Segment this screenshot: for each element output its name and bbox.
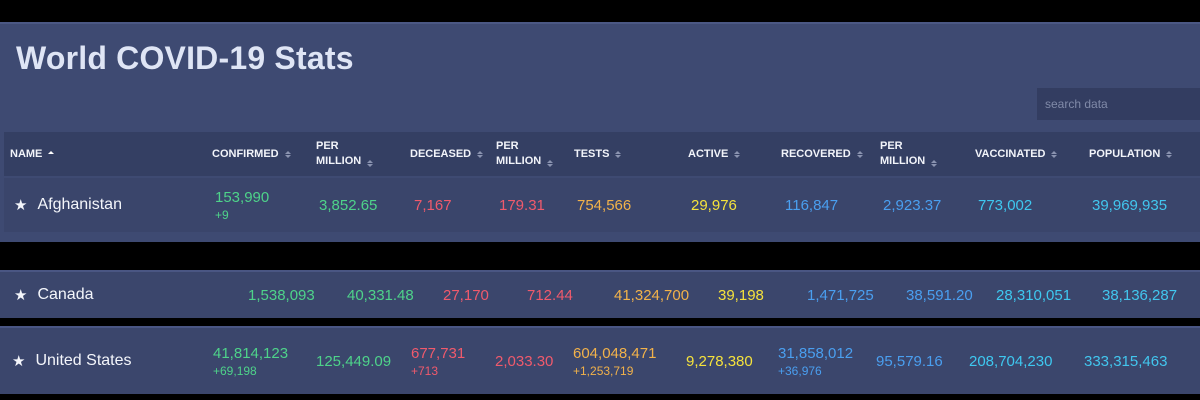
sort-icon (284, 150, 291, 158)
sort-icon (615, 150, 622, 158)
column-header-recovered[interactable]: RECOVERED (781, 132, 863, 176)
confirmed-per-million-cell: 3,852.65 (319, 196, 378, 214)
population-cell: 38,136,287 (1102, 286, 1178, 304)
recovered-per-million-cell: 2,923.37 (883, 196, 942, 214)
sort-icon (547, 160, 554, 167)
tests-delta: +1,253,719 (573, 363, 634, 378)
column-header-tests[interactable]: TESTS (574, 132, 622, 176)
confirmed-cell: 153,990 +9 (215, 188, 270, 222)
column-header-confirmed-per-million[interactable]: PER MILLION (316, 132, 374, 176)
confirmed-delta: +9 (215, 207, 229, 222)
page-title: World COVID-19 Stats (16, 40, 354, 76)
recovered-per-million-cell: 38,591.20 (906, 286, 973, 304)
recovered-cell: 31,858,012 +36,976 (778, 344, 854, 378)
column-header-vaccinated[interactable]: VACCINATED (975, 132, 1058, 176)
population-cell: 39,969,935 (1092, 196, 1168, 214)
confirmed-cell: 1,538,093 (248, 286, 315, 304)
confirmed-cell: 41,814,123 +69,198 (213, 344, 289, 378)
active-cell: 29,976 (691, 196, 737, 214)
sort-icon (477, 150, 484, 158)
column-header-deceased[interactable]: DECEASED (410, 132, 484, 176)
confirmed-per-million-cell: 125,449.09 (316, 352, 392, 370)
deceased-cell: 27,170 (443, 286, 489, 304)
recovered-per-million-cell: 95,579.16 (876, 352, 943, 370)
confirmed-delta: +69,198 (213, 363, 257, 378)
active-cell: 39,198 (718, 286, 764, 304)
column-header-confirmed[interactable]: CONFIRMED (212, 132, 291, 176)
search-input[interactable] (1037, 88, 1200, 120)
column-header-name[interactable]: NAME (10, 132, 55, 176)
vaccinated-cell: 208,704,230 (969, 352, 1053, 370)
confirmed-per-million-cell: 40,331.48 (347, 286, 414, 304)
table-row[interactable]: ★ Afghanistan 153,990 +9 3,852.65 7,167 … (4, 178, 1200, 232)
deceased-per-million-cell: 179.31 (499, 196, 545, 214)
tests-cell: 41,324,700 (614, 286, 690, 304)
recovered-delta: +36,976 (778, 363, 822, 378)
country-name[interactable]: United States (35, 352, 132, 369)
star-icon[interactable]: ★ (14, 197, 28, 214)
deceased-delta: +713 (411, 363, 439, 378)
sort-ascending-icon (48, 150, 55, 158)
country-name-cell: ★ United States (12, 328, 132, 394)
column-header-active[interactable]: ACTIVE (688, 132, 741, 176)
table-row[interactable]: ★ Canada 1,538,093 40,331.48 27,170 712.… (0, 270, 1200, 318)
tests-cell: 754,566 (577, 196, 632, 214)
sort-icon (367, 160, 374, 167)
vaccinated-cell: 28,310,051 (996, 286, 1072, 304)
table-row[interactable]: ★ United States 41,814,123 +69,198 125,4… (0, 326, 1200, 394)
deceased-cell: 677,731 +713 (411, 344, 466, 378)
column-header-recovered-per-million[interactable]: PER MILLION (880, 132, 938, 176)
star-icon[interactable]: ★ (14, 287, 28, 304)
sort-icon (734, 150, 741, 158)
active-cell: 9,278,380 (686, 352, 753, 370)
deceased-per-million-cell: 712.44 (527, 286, 573, 304)
recovered-cell: 116,847 (785, 196, 839, 214)
table-header: NAME CONFIRMED PER MILLION DECEASED PER … (4, 132, 1200, 176)
deceased-cell: 7,167 (414, 196, 452, 214)
column-header-population[interactable]: POPULATION (1089, 132, 1173, 176)
recovered-cell: 1,471,725 (807, 286, 874, 304)
vaccinated-cell: 773,002 (978, 196, 1033, 214)
sort-icon (856, 150, 863, 158)
country-name[interactable]: Afghanistan (37, 196, 122, 213)
population-cell: 333,315,463 (1084, 352, 1168, 370)
sort-icon (1166, 150, 1173, 158)
country-name-cell: ★ Afghanistan (14, 178, 122, 232)
tests-cell: 604,048,471 +1,253,719 (573, 344, 657, 378)
sort-icon (931, 160, 938, 167)
column-header-deceased-per-million[interactable]: PER MILLION (496, 132, 554, 176)
deceased-per-million-cell: 2,033.30 (495, 352, 554, 370)
sort-icon (1051, 150, 1058, 158)
country-name[interactable]: Canada (37, 286, 94, 303)
star-icon[interactable]: ★ (12, 353, 26, 370)
country-name-cell: ★ Canada (14, 272, 94, 318)
